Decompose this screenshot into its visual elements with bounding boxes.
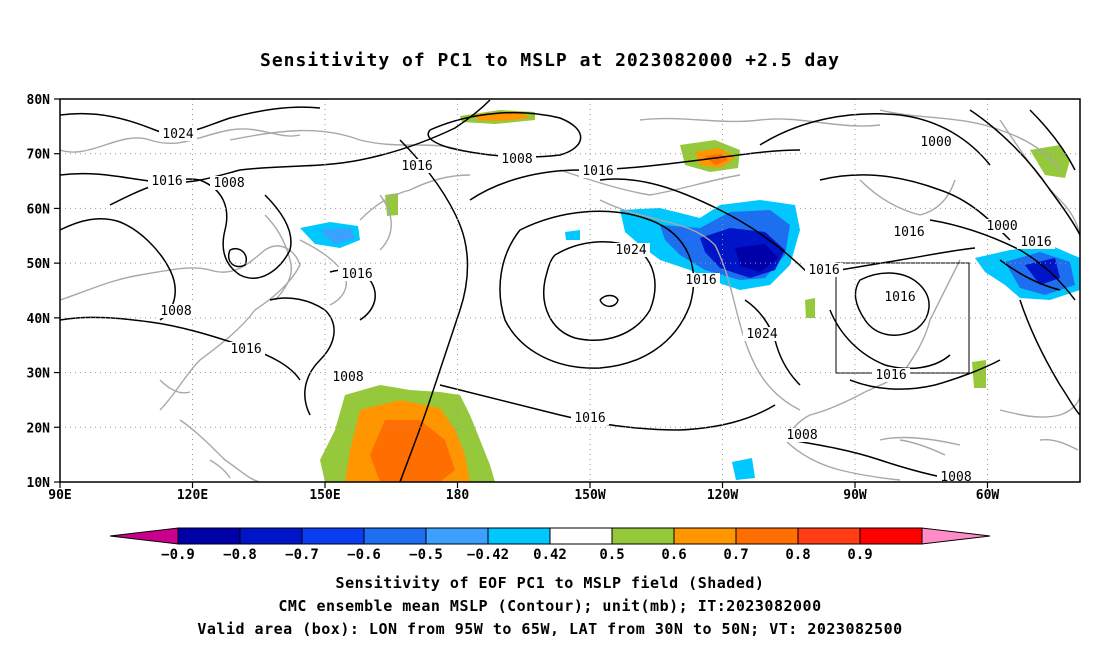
lat-label: 30N [27,367,51,382]
contour-label: 1016 [341,267,372,282]
lon-label: 120W [707,488,738,503]
contour-label: 1024 [615,243,646,258]
colorbar-box [487,527,551,545]
colorbar-tick-label: −0.9 [161,547,195,563]
colorbar-tick-label: 0.9 [847,547,872,563]
contour-label: 1000 [986,219,1017,234]
colorbar-box [735,527,799,545]
contour-label: 1008 [332,370,363,385]
lon-label: 60W [976,488,1000,503]
lon-label: 150E [309,488,340,503]
sensitivity-shading [300,110,1080,482]
colorbar-tick-label: −0.42 [467,547,509,563]
lon-label: 180 [446,488,470,503]
caption-line-3: Valid area (box): LON from 95W to 65W, L… [197,620,903,638]
colorbar-tick-label: −0.7 [285,547,319,563]
caption-line-1: Sensitivity of EOF PC1 to MSLP field (Sh… [335,574,765,592]
colorbar-box [301,527,365,545]
contour-label: 1016 [574,411,605,426]
contour-label: 1016 [230,342,261,357]
colorbar-box [363,527,427,545]
contour-label: 1016 [1020,235,1051,250]
contour-label: 1016 [808,263,839,278]
lon-label: 90E [48,488,71,503]
colorbar-arrow-right [921,527,991,545]
colorbar-tick-label: 0.5 [599,547,624,563]
colorbar-tick-label: 0.7 [723,547,748,563]
contour-label: 1008 [501,152,532,167]
colorbar-box [239,527,303,545]
contour-labels: 1024101610081016100810161000100010161008… [148,127,1055,485]
colorbar-box [425,527,489,545]
lon-label: 90W [843,488,867,503]
colorbar-tick-label: 0.8 [785,547,810,563]
contour-label: 1016 [401,159,432,174]
lat-label: 50N [27,257,51,272]
caption-line-2: CMC ensemble mean MSLP (Contour); unit(m… [278,597,822,615]
contour-label: 1016 [884,290,915,305]
contour-label: 1016 [685,273,716,288]
positive-sensitivity-peak [370,420,455,482]
lon-label: 150W [574,488,605,503]
contour-label: 1008 [213,176,244,191]
colorbar: −0.9 −0.8 −0.7 −0.6 −0.5 −0.42 0.42 0.5 0.6 0.7 0.… [109,527,991,563]
map-frame [59,98,1081,483]
contour-label: 1008 [160,304,191,319]
colorbar-tick-label: −0.8 [223,547,257,563]
contour-label: 1016 [875,368,906,383]
contour-label: 1024 [746,327,777,342]
colorbar-box [177,527,241,545]
contour-label: 1016 [893,225,924,240]
colorbar-arrow-left [109,527,179,545]
lat-label: 70N [27,148,51,163]
lat-label: 60N [27,202,51,217]
colorbar-tick-label: −0.5 [409,547,443,563]
colorbar-tick-label: 0.6 [661,547,686,563]
lat-label: 80N [27,93,51,108]
contour-label: 1016 [582,164,613,179]
contour-label: 1008 [786,428,817,443]
colorbar-tick-label: −0.6 [347,547,381,563]
colorbar-box [859,527,923,545]
graticule [60,99,1080,482]
contour-label: 1016 [151,174,182,189]
contour-label: 1024 [162,127,193,142]
colorbar-box [611,527,675,545]
lat-label: 10N [27,476,51,491]
colorbar-box [549,527,613,545]
lat-label: 20N [27,421,51,436]
map-title: Sensitivity of PC1 to MSLP at 2023082000… [259,50,840,71]
colorbar-tick-label: 0.42 [533,547,567,563]
colorbar-box [673,527,737,545]
contour-label: 1000 [920,135,951,150]
colorbar-box [797,527,861,545]
lat-label: 40N [27,312,51,327]
mslp-contours [60,99,1080,482]
lon-label: 120E [177,488,208,503]
